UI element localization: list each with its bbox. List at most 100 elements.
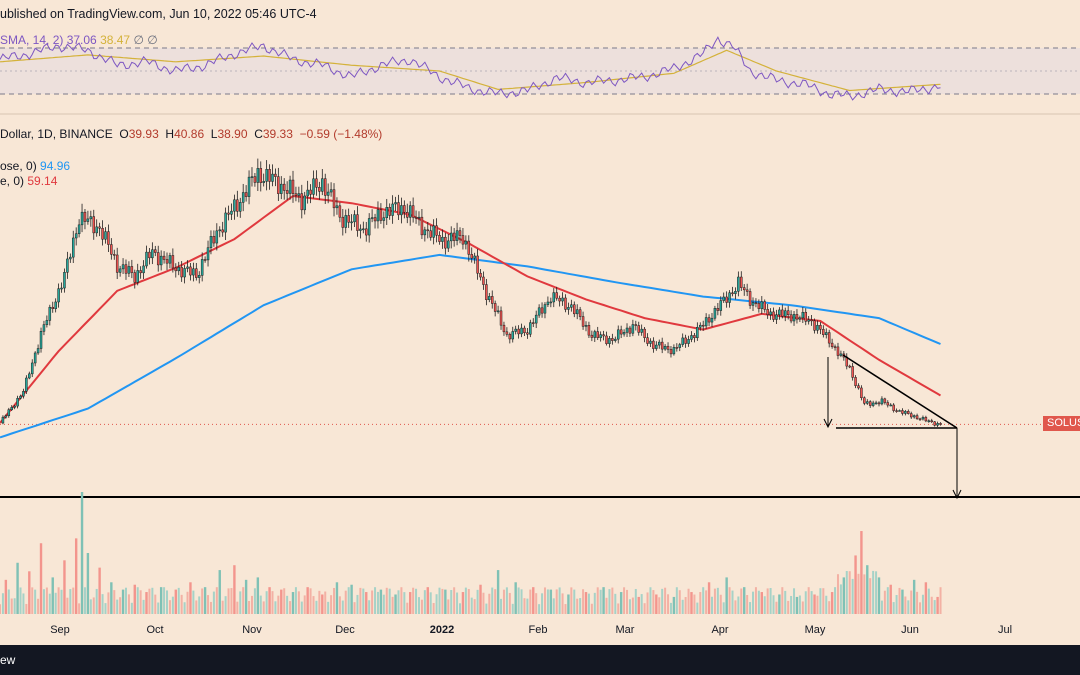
volume-bar — [189, 582, 192, 614]
candle-body — [505, 331, 509, 335]
candle-body — [145, 251, 148, 267]
candle-body — [154, 249, 157, 253]
volume-bar — [330, 595, 333, 614]
volume-bar — [491, 587, 494, 614]
volume-bar — [707, 582, 711, 614]
candle-body — [435, 225, 438, 236]
volume-bar — [646, 592, 649, 614]
candle-body — [748, 291, 752, 306]
volume-bar — [898, 587, 901, 614]
candle-body — [244, 192, 248, 197]
candle-body — [303, 195, 306, 211]
candle-body — [825, 332, 828, 335]
volume-bar — [271, 591, 274, 614]
volume-bar — [916, 591, 919, 614]
candle-body — [693, 335, 696, 339]
volume-bar — [722, 602, 725, 614]
volume-bar — [743, 587, 746, 614]
volume-bar — [740, 588, 743, 614]
volume-bar — [678, 590, 681, 614]
candle-body — [118, 268, 122, 273]
volume-bar — [420, 599, 423, 614]
candle-body — [532, 322, 535, 324]
volume-bar — [417, 597, 420, 614]
candle-body — [631, 324, 635, 334]
bottom-bar-text: ew — [0, 653, 16, 667]
candle-body — [637, 325, 640, 333]
volume-bar — [939, 587, 942, 614]
candle-body — [602, 334, 605, 337]
volume-bar — [429, 592, 432, 614]
volume-bar — [174, 589, 177, 614]
volume-bar — [297, 591, 300, 614]
candle-body — [69, 256, 72, 260]
candle-body — [740, 276, 743, 288]
volume-bar — [42, 589, 45, 614]
volume-bar — [702, 587, 705, 614]
volume-bar — [596, 587, 599, 614]
volume-bar — [576, 598, 579, 614]
candle-body — [174, 267, 178, 272]
candle-body — [681, 337, 684, 345]
volume-bar — [877, 577, 881, 614]
volume-bar — [807, 587, 810, 614]
volume-bar — [233, 565, 236, 614]
volume-bar — [130, 602, 133, 614]
candle-body — [567, 307, 570, 310]
volume-bar — [116, 599, 119, 614]
volume-bar — [541, 593, 544, 614]
candle-body — [394, 202, 397, 205]
volume-bar — [514, 582, 517, 614]
volume-bar — [186, 591, 189, 614]
volume-bar — [505, 587, 508, 614]
candle-body — [300, 193, 304, 211]
candle-body — [449, 232, 453, 242]
volume-bar — [382, 594, 385, 614]
volume-bar — [798, 595, 801, 614]
volume-bar — [520, 589, 523, 614]
candle-body — [464, 240, 468, 245]
candle-body — [772, 311, 775, 320]
volume-bar — [863, 574, 866, 614]
candle-body — [652, 340, 655, 349]
volume-bar — [391, 596, 394, 614]
candle-body — [16, 398, 19, 407]
candle-body — [397, 202, 400, 216]
volume-bar — [532, 587, 535, 614]
candle-body — [763, 301, 766, 310]
candle-body — [215, 230, 219, 244]
volume-bar — [7, 589, 10, 614]
candle-body — [866, 401, 869, 404]
candle-body — [529, 322, 532, 335]
volume-bar — [22, 593, 25, 614]
volume-bar — [675, 587, 678, 614]
candle-body — [628, 327, 632, 334]
candle-body — [139, 270, 142, 274]
candle-body — [660, 341, 664, 350]
volume-bar — [614, 593, 617, 614]
volume-bar — [669, 602, 672, 614]
volume-bar — [752, 591, 755, 614]
candle-body — [447, 240, 450, 249]
volume-bar — [901, 589, 904, 614]
candle-body — [233, 199, 236, 212]
sma-red-line — [0, 194, 942, 424]
volume-bar — [121, 589, 125, 614]
volume-bar — [177, 587, 180, 614]
rsi-ma-value: 38.47 — [100, 33, 131, 47]
candle-body — [370, 217, 374, 219]
volume-bar — [142, 599, 145, 614]
candle-body — [414, 217, 418, 219]
volume-bar — [819, 588, 822, 614]
candle-body — [107, 231, 110, 245]
candle-body — [45, 320, 49, 325]
sma-red-value: 59.14 — [27, 174, 58, 188]
volume-bar — [159, 587, 163, 614]
candle-body — [493, 303, 497, 312]
volume-bar — [643, 603, 646, 614]
candle-body — [385, 207, 389, 218]
candle-body — [247, 176, 251, 197]
candle-body — [616, 329, 620, 340]
candle-body — [353, 214, 356, 223]
